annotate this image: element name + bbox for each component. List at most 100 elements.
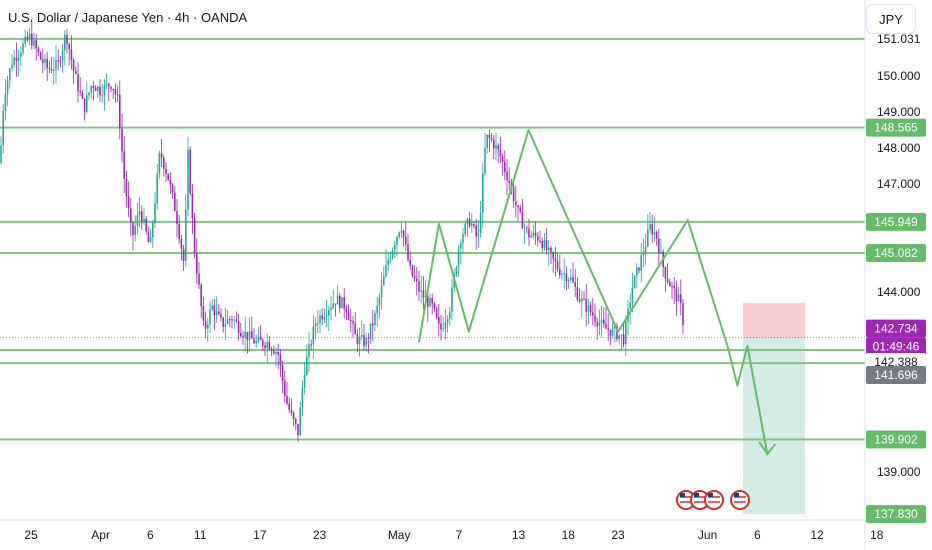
candle-body (468, 218, 471, 227)
candle-body (75, 70, 77, 74)
candles (0, 18, 684, 443)
candle-body (530, 235, 532, 238)
candle-body (475, 225, 477, 237)
candle-body (235, 319, 238, 322)
candle-body (259, 336, 262, 341)
candle-body (222, 317, 224, 327)
time-axis[interactable]: 25 Apr 6 11 17 23 May 7 13 18 23 Jun 6 12 18 (24, 528, 883, 542)
candle-body (464, 223, 466, 235)
time-tick-label: Jun (698, 528, 717, 542)
candle-body (105, 83, 108, 85)
candle-body (402, 230, 405, 237)
candle-body (488, 134, 491, 139)
candle-body (198, 273, 200, 285)
candle-body (149, 237, 152, 243)
candle-body (534, 232, 537, 237)
candle-body (416, 278, 418, 282)
candle-body (548, 247, 550, 251)
candle-body (587, 305, 590, 312)
candle-body (561, 273, 563, 276)
candle-body (552, 252, 554, 259)
candle-body (339, 295, 341, 309)
candle-body (526, 227, 528, 229)
candle-body (429, 297, 431, 307)
candle-body (387, 259, 389, 265)
candle-body (152, 222, 154, 238)
price-tag-label: 148.565 (874, 121, 918, 135)
candle-body (328, 310, 330, 316)
candle-body (270, 349, 273, 351)
price-tag-label: 142.734 (874, 322, 918, 336)
candle-body (231, 319, 233, 321)
candle-body (372, 323, 374, 326)
candle-body (539, 240, 541, 242)
price-tag-label: 01:49:46 (873, 340, 920, 354)
candle-body (306, 356, 308, 375)
candle-body (358, 336, 361, 344)
flag-canton (680, 493, 685, 497)
flag-canton (694, 493, 699, 497)
candle-body (253, 338, 255, 344)
price-tags: 148.565 145.949 145.082 142.734 01:49:46142.… (866, 118, 926, 524)
candle-body (156, 173, 158, 204)
candle-body (114, 89, 117, 95)
candle-body (312, 326, 315, 345)
candle-body (550, 247, 552, 253)
candle-body (132, 222, 134, 236)
candle-body (134, 225, 136, 236)
candle-body (297, 423, 299, 436)
candle-body (196, 253, 198, 274)
candle-body (273, 350, 275, 354)
candle-body (673, 286, 675, 289)
candle-body (255, 340, 257, 344)
candle-body (325, 315, 328, 317)
candle-body (37, 48, 40, 53)
currency-button[interactable]: JPY (866, 4, 916, 34)
price-tag-neutral (866, 365, 926, 384)
candle-body (611, 327, 614, 336)
candle-body (523, 227, 526, 229)
candle-body (350, 319, 352, 322)
candle-body (660, 251, 662, 254)
candle-body (50, 68, 53, 71)
candle-body (77, 73, 79, 92)
candle-body (319, 315, 321, 324)
candle-body (479, 212, 482, 234)
candle-body (420, 290, 422, 292)
candle-body (246, 331, 249, 340)
candle-body (618, 335, 620, 340)
candle-body (341, 297, 343, 309)
candle-body (400, 230, 403, 233)
candle-body (321, 315, 323, 320)
time-tick-label: 25 (24, 528, 38, 542)
candle-body (154, 203, 156, 223)
candle-body (332, 303, 334, 308)
time-tick-label: 18 (870, 528, 884, 542)
candle-body (301, 387, 304, 408)
candle-body (451, 287, 453, 312)
candle-body (68, 43, 70, 50)
candle-body (187, 149, 189, 210)
candle-body (466, 218, 469, 224)
candle-body (409, 259, 411, 266)
price-tick-label: 148.000 (877, 141, 921, 155)
candle-body (369, 323, 372, 339)
candle-body (504, 161, 506, 172)
candle-body (147, 231, 150, 243)
time-tick-label: 13 (512, 528, 526, 542)
candle-body (506, 171, 508, 181)
candle-body (299, 407, 301, 436)
time-tick-label: 23 (313, 528, 327, 542)
time-tick-label: 11 (194, 528, 207, 542)
time-tick-label: Apr (91, 528, 110, 542)
candle-body (233, 319, 235, 321)
candle-body (363, 334, 365, 346)
candle-body (169, 179, 172, 185)
candle-body (576, 287, 579, 300)
candle-body (497, 145, 499, 150)
candle-body (336, 295, 339, 305)
candle-body (427, 296, 429, 307)
candle-body (680, 294, 682, 304)
candle-body (46, 59, 48, 68)
